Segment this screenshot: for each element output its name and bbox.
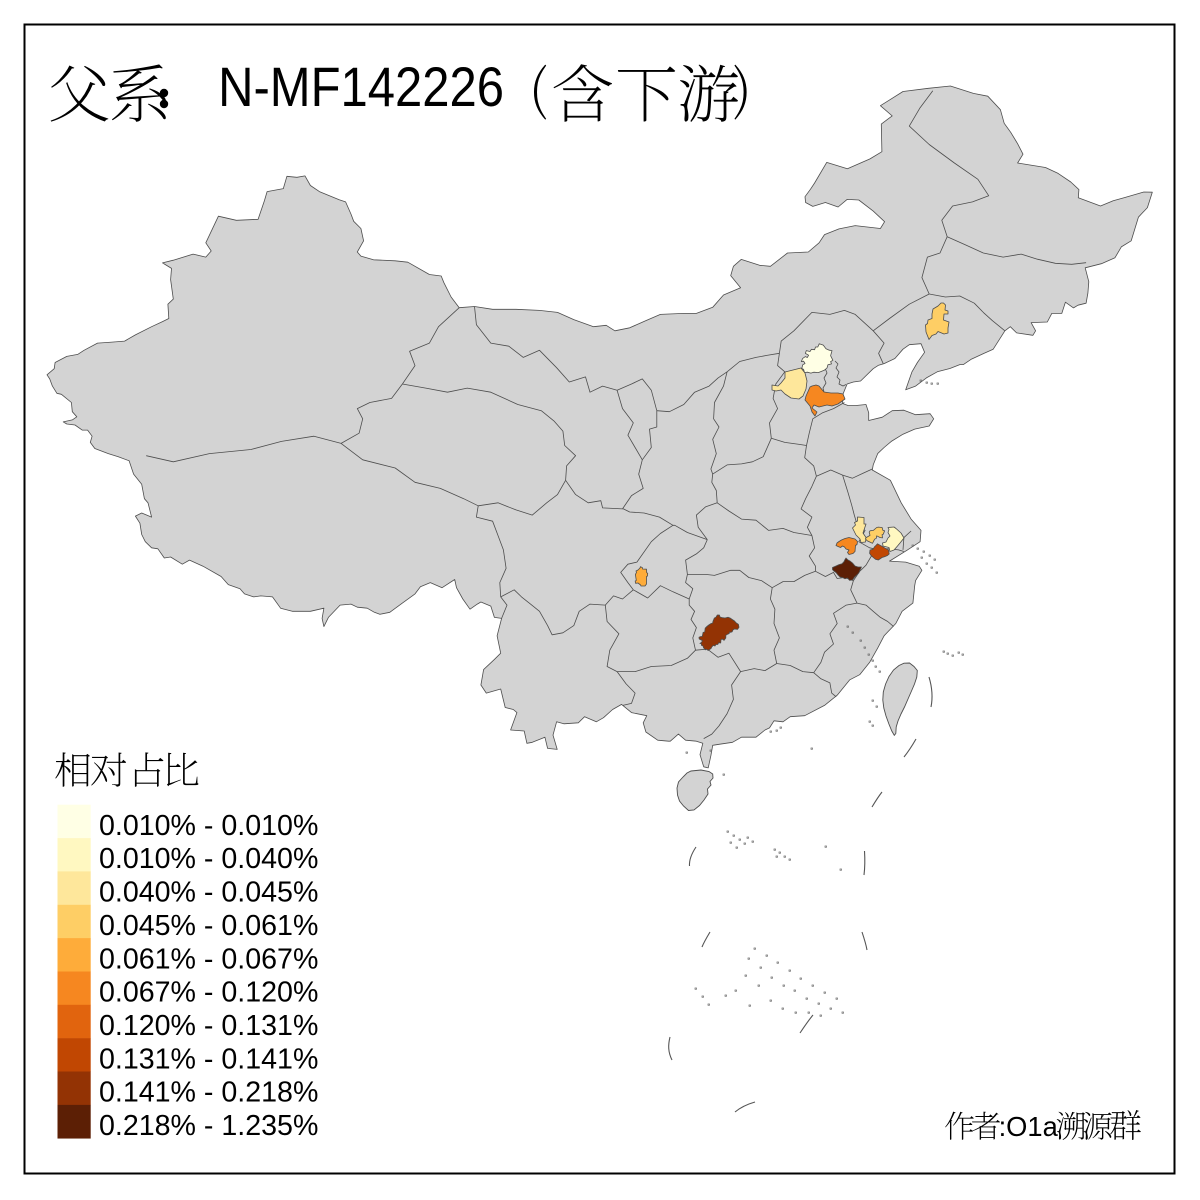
- svg-text::O1a: :O1a: [999, 1111, 1059, 1142]
- svg-text:0.040% - 0.045%: 0.040% - 0.045%: [99, 877, 318, 909]
- svg-text:0.045% - 0.061%: 0.045% - 0.061%: [99, 910, 318, 942]
- svg-text:N-MF142226: N-MF142226: [218, 56, 504, 119]
- svg-text:0.061% - 0.067%: 0.061% - 0.067%: [99, 943, 318, 975]
- svg-text:0.120% - 0.131%: 0.120% - 0.131%: [99, 1010, 318, 1042]
- svg-text:0.141% - 0.218%: 0.141% - 0.218%: [99, 1077, 318, 1109]
- svg-text:0.010% - 0.040%: 0.010% - 0.040%: [99, 843, 318, 875]
- svg-text:0.067% - 0.120%: 0.067% - 0.120%: [99, 977, 318, 1009]
- svg-text:0.131% - 0.141%: 0.131% - 0.141%: [99, 1043, 318, 1075]
- svg-text:0.010% - 0.010%: 0.010% - 0.010%: [99, 810, 318, 842]
- svg-text:0.218% - 1.235%: 0.218% - 1.235%: [99, 1110, 318, 1142]
